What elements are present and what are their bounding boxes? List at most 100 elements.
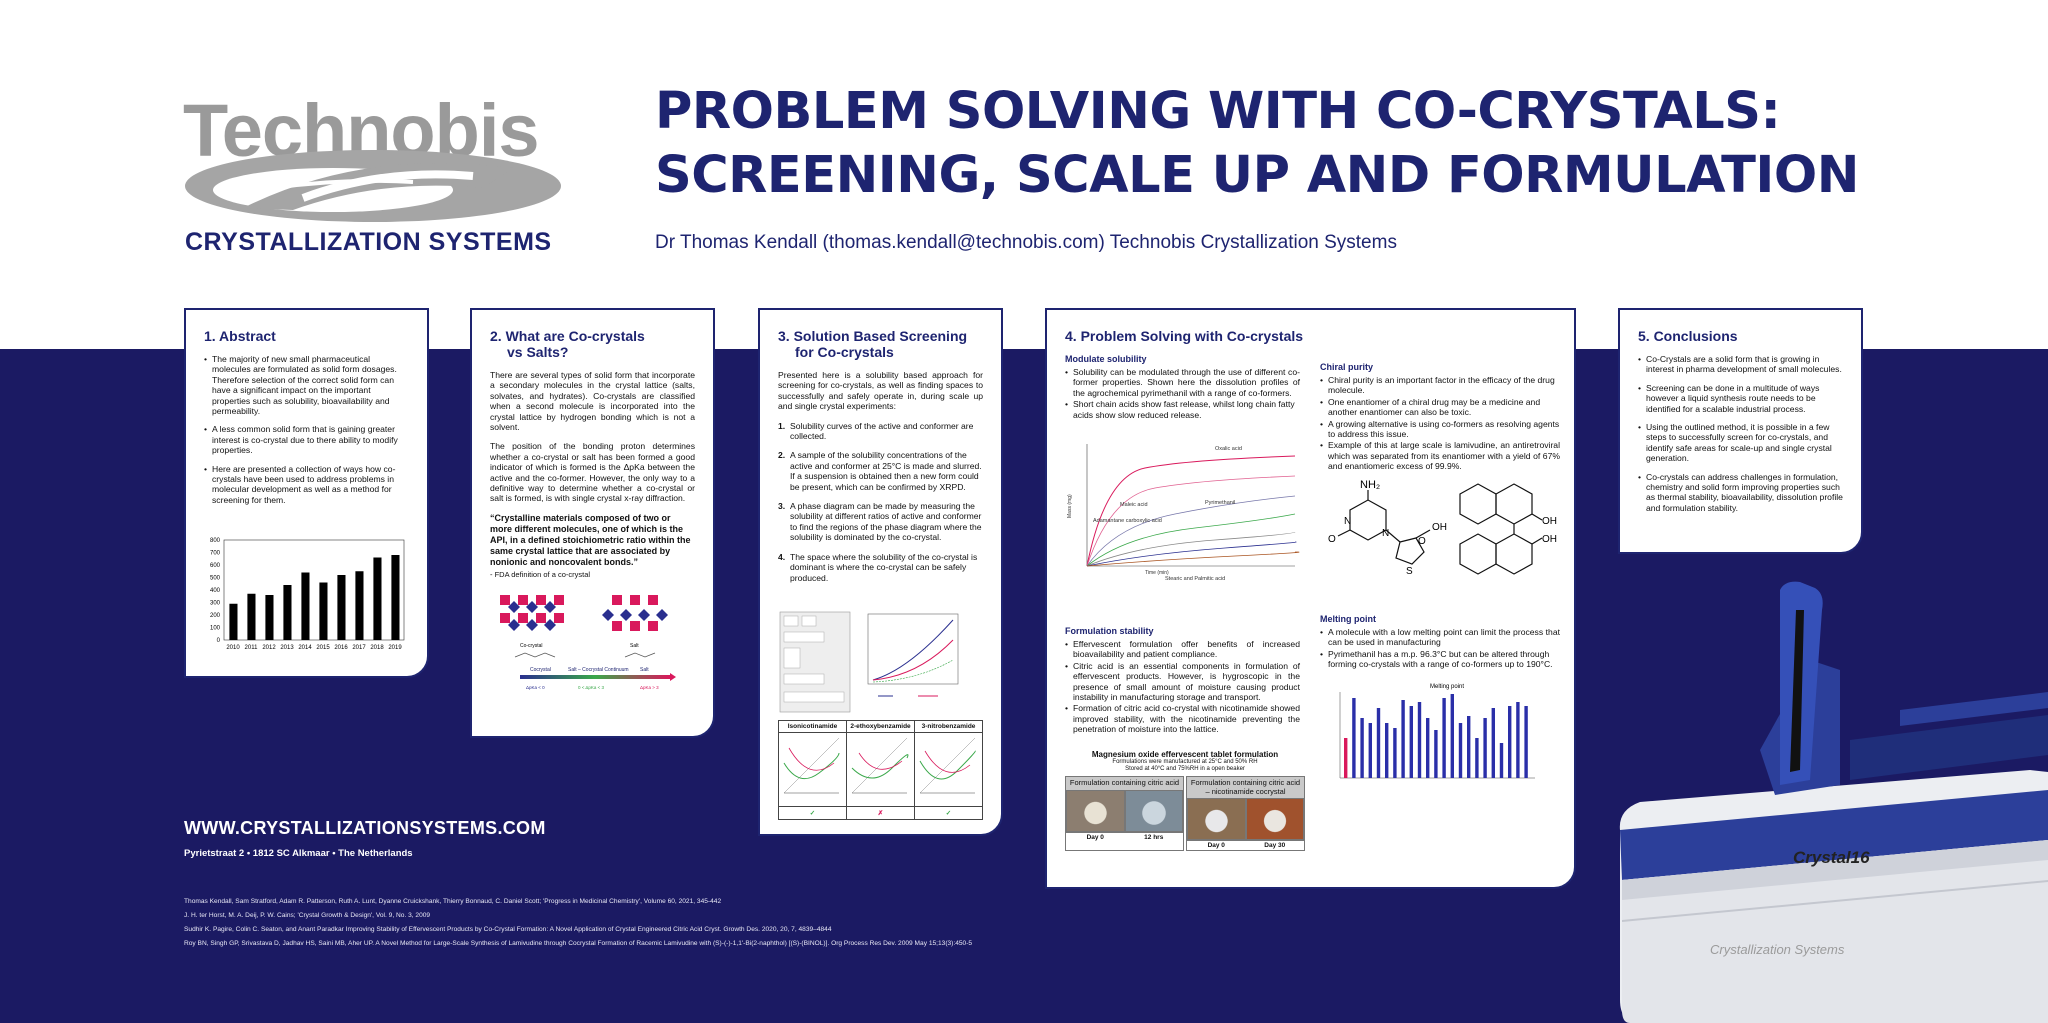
conclusion-bullet: Co-Crystals are a solid form that is gro… [1638,354,1843,375]
what-are-cocrystals-panel: 2. What are Co-crystals vs Salts? There … [470,308,715,738]
melting-heading: Melting point [1320,614,1376,624]
chart-frame [223,539,405,641]
y-tick-label: 0 [217,638,221,644]
reference: Roy BN, Singh GP, Srivastava D, Jadhav H… [184,940,973,947]
chart-label-maleic: Maleic acid [1120,502,1148,508]
melting-point-section: Melting point A molecule with a low melt… [1320,614,1560,823]
fda-quote: “Crystalline materials composed of two o… [490,512,691,567]
melting-bar [1475,737,1479,778]
melting-bar [1434,729,1438,778]
abstract-bullet: A less common solid form that is gaining… [204,424,409,455]
bar [229,603,238,640]
result-mark: ✓ [914,806,983,820]
melting-bar [1376,707,1381,778]
what-are-heading: 2. What are Co-crystals vs Salts? [490,328,695,360]
website-link[interactable]: WWW.CRYSTALLIZATIONSYSTEMS.COM [184,818,546,838]
formulation-heading: Formulation stability [1065,626,1154,636]
conclusions-panel: 5. Conclusions Co-Crystals are a solid f… [1618,308,1863,554]
x-tick-label: 2010 [226,645,240,651]
mg-subtitle: Stored at 40°C and 75%RH in a open beake… [1125,766,1245,772]
device-brand-secondary: Crystallization Systems [1710,942,1845,957]
chem-label: OH [1432,522,1447,533]
screening-intro: Presented here is a solubility based app… [778,370,983,412]
device-brand: Crystal16 [1793,848,1870,867]
screening-steps: 1. Solubility curves of the active and co… [778,421,983,583]
melting-bar [1458,722,1463,778]
x-tick-label: 2012 [262,645,276,651]
y-tick-label: 800 [210,538,221,544]
chiral-bullet: Chiral purity is an important factor in … [1320,375,1560,396]
melting-bar [1344,737,1348,778]
effervescent-tablet-figure: Magnesium oxide effervescent tablet form… [1065,750,1305,851]
screening-step: 2. A sample of the solubility concentrati… [778,450,982,492]
continuum-end-label: ΔpKa < 0 [526,685,545,690]
cocrystal-column: Formulation containing citric acid – nic… [1186,776,1305,851]
melting-bar [1442,697,1446,778]
technobis-logo: Technobis CRYSTALLIZATION SYSTEMS [183,88,568,258]
chem-label: S [1406,566,1413,577]
chiral-bullet: A growing alternative is using co-former… [1320,419,1560,440]
melting-bar [1491,707,1495,778]
modulate-solubility-section: Modulate solubility Solubility can be mo… [1065,354,1300,591]
conclusion-bullet: Using the outlined method, it is possibl… [1638,422,1843,464]
title-line-2: SCREENING, SCALE UP AND FORMULATION [655,146,1859,205]
what-are-paragraph: There are several types of solid form th… [490,370,695,433]
continuum-right-label: Salt [640,667,649,673]
conclusion-bullet: Co-crystals can address challenges in fo… [1638,472,1843,514]
chem-label: O [1418,536,1426,547]
coformer-header: 3-nitrobenzamide [914,720,983,733]
melting-bar [1368,722,1372,778]
chiral-bullet: One enantiomer of a chiral drug may be a… [1320,397,1560,418]
result-mark: ✓ [778,806,847,820]
chem-label: N [1382,528,1389,539]
melting-bar [1508,705,1512,778]
continuum-bar [520,674,670,679]
abstract-bullet: The majority of new small pharmaceutical… [204,354,409,416]
address-line: Pyrietstraat 2 • 1812 SC Alkmaar • The N… [184,848,413,859]
screening-workflow-figure [779,611,959,713]
phase-diagram-cell [914,732,983,807]
screening-heading-line-1: 3. Solution Based Screening [778,328,968,344]
chart-axis-y-label: Mass (mg) [1067,494,1073,518]
instrument-icon [1619,581,2048,1023]
references-list: Thomas Kendall, Sam Stratford, Adam R. P… [184,897,1084,953]
melting-bar [1467,715,1471,778]
x-tick-label: 2017 [352,645,366,651]
abstract-bullet: Here are presented a collection of ways … [204,464,409,506]
problem-heading: 4. Problem Solving with Co-crystals [1065,328,1304,344]
chart-label-pyrimethanil: Pyrimethanil [1205,500,1235,506]
screening-step: 3. A phase diagram can be made by measuri… [778,501,982,543]
x-tick-label: 2013 [280,645,294,651]
continuum-end-label: 0 < ΔpKa < 3 [578,685,605,690]
lamivudine-structure-icon [1337,489,1431,565]
screening-heading-line-2: for Co-crystals [795,344,894,360]
abstract-panel: 1. Abstract The majority of new small ph… [184,308,429,678]
screening-step: 1. Solubility curves of the active and co… [778,420,974,442]
screening-heading: 3. Solution Based Screening for Co-cryst… [778,328,983,360]
formulation-bullet: Citric acid is an essential components i… [1065,661,1300,703]
melting-bar [1409,705,1413,778]
chem-label: OH [1542,534,1557,545]
abstract-list: The majority of new small pharmaceutical… [204,354,409,505]
melting-bar [1499,742,1504,778]
melting-bar [1426,717,1430,778]
continuum-end-label: ΔpKa > 3 [640,685,659,690]
conclusions-heading: 5. Conclusions [1638,328,1738,344]
what-are-heading-line-1: 2. What are Co-crystals [490,328,645,344]
y-tick-label: 200 [210,613,221,619]
x-tick-label: 2015 [316,645,330,651]
melting-bar [1450,693,1454,778]
continuum-mid-label: Salt – Cocrystal Continuum [568,667,629,673]
cocrystal-label: Co-crystal [520,643,543,649]
crystal16-instrument-image: Crystal16 Crystallization Systems [1600,580,2048,1023]
melting-bar [1516,701,1520,778]
y-tick-label: 700 [210,551,221,557]
reference: J. H. ter Horst, M. A. Deij, P. W. Cains… [184,912,431,919]
melting-bar [1524,705,1528,778]
melting-bar [1352,697,1356,778]
bar [283,585,292,640]
poster-title: PROBLEM SOLVING WITH CO-CRYSTALS: SCREEN… [655,80,1955,208]
x-tick-label: 2014 [298,645,312,651]
modulate-heading: Modulate solubility [1065,354,1147,364]
coformer-header: Isonicotinamide [778,720,847,733]
